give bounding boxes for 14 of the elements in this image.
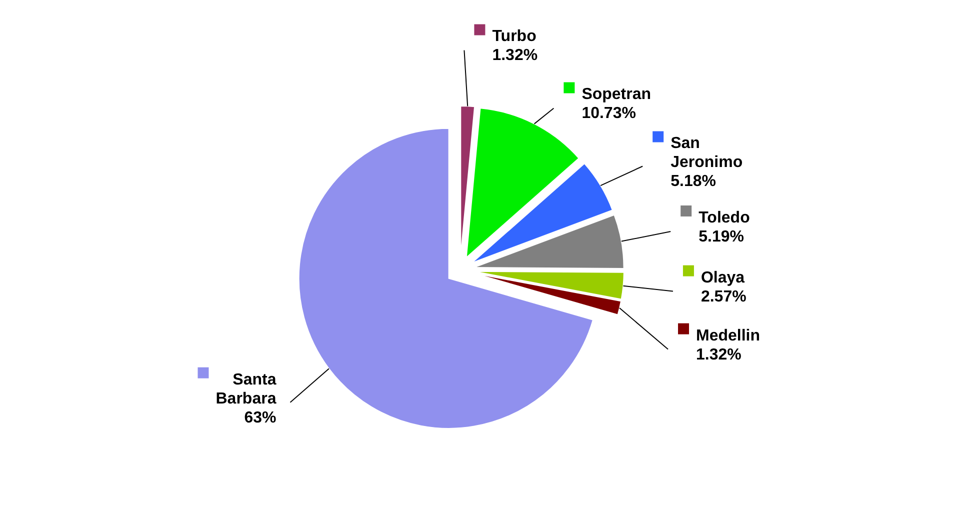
data-label: 1.32% bbox=[696, 346, 742, 364]
legend-label: Turbo bbox=[492, 28, 537, 46]
legend-label: Toledo bbox=[698, 209, 750, 226]
data-label: 10.73% bbox=[582, 105, 636, 122]
legend-label: Santa Barbara bbox=[216, 371, 276, 408]
data-label: 5.19% bbox=[698, 228, 744, 246]
data-label: 63% bbox=[244, 409, 276, 426]
data-label: 2.57% bbox=[700, 288, 746, 306]
data-label: 1.32% bbox=[492, 47, 538, 64]
legend-label: San Jeronimo bbox=[670, 135, 743, 172]
legend-label: Olaya bbox=[700, 269, 745, 286]
data-label: 5.18% bbox=[670, 173, 716, 190]
legend-label: Sopetran bbox=[582, 86, 652, 104]
legend-label: Medellin bbox=[696, 327, 760, 344]
